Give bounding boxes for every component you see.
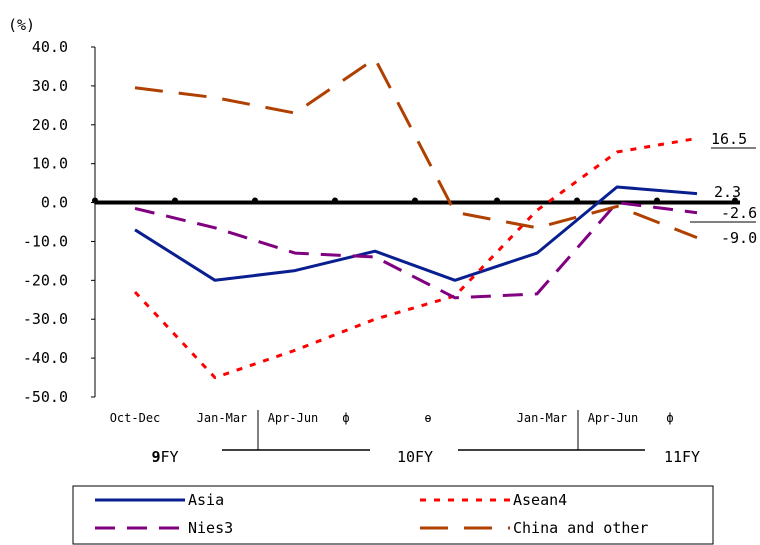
zero-line-marker — [92, 197, 98, 204]
end-value-label: 16.5 — [711, 130, 747, 148]
y-tick-label: -10.0 — [23, 232, 68, 250]
series-line-nies3 — [134, 201, 698, 300]
zero-line-marker — [574, 197, 580, 204]
x-tick-label: Jan-Mar — [517, 411, 568, 425]
fy-label-prefix: 9 — [151, 448, 160, 466]
end-value-label: -9.0 — [721, 229, 757, 247]
fy-label: 9FY — [151, 448, 178, 466]
y-tick-label: -50.0 — [23, 388, 68, 406]
x-tick-label: ф — [342, 411, 349, 425]
fy-label: 10FY — [397, 448, 433, 466]
x-tick-label: ф — [666, 411, 673, 425]
y-tick-label: 10.0 — [32, 155, 68, 173]
legend-label: China and other — [513, 519, 648, 537]
legend-box — [72, 485, 714, 545]
x-tick-label: Jan-Mar — [197, 411, 248, 425]
y-tick-label: -40.0 — [23, 349, 68, 367]
zero-line-marker — [654, 197, 660, 204]
series-line-asean4 — [133, 136, 698, 380]
y-tick-label: 40.0 — [32, 38, 68, 56]
x-tick-label: ө — [424, 411, 431, 425]
y-tick-label: 20.0 — [32, 116, 68, 134]
series-line-china-and-other — [134, 57, 698, 239]
zero-line-marker — [412, 197, 418, 204]
zero-line-marker — [172, 197, 178, 204]
series-lines — [133, 57, 698, 380]
legend-label: Nies3 — [188, 519, 233, 537]
legend: Asia Asean4 Nies3 China and other — [72, 485, 714, 545]
x-tick-label: Apr-Jun — [268, 411, 319, 425]
legend-label: Asia — [188, 491, 224, 509]
fy-label: 11FY — [664, 448, 700, 466]
y-tick-labels: 40.0 30.0 20.0 10.0 0.0 -10.0 -20.0 -30.0 -40.0 -… — [23, 38, 68, 406]
zero-line-marker — [732, 197, 738, 204]
end-value-label: -2.6 — [721, 204, 757, 222]
axes — [91, 46, 740, 398]
y-tick-label: -30.0 — [23, 310, 68, 328]
end-value-label: 2.3 — [714, 183, 741, 201]
fy-label-text: 11FY — [664, 448, 700, 466]
fy-label-text: 10FY — [397, 448, 433, 466]
zero-line-marker — [494, 197, 500, 204]
fiscal-year-labels: 9FY 10FY 11FY — [151, 448, 700, 466]
y-tick-label: 30.0 — [32, 77, 68, 95]
series-line-asia — [134, 185, 698, 282]
y-axis-label: (%) — [8, 16, 35, 34]
x-tick-labels: Oct-Dec Jan-Mar Apr-Jun ф ө Jan-Mar Apr-Jun ф — [110, 410, 674, 450]
x-tick-label: Apr-Jun — [588, 411, 639, 425]
legend-label: Asean4 — [513, 491, 567, 509]
y-tick-label: 0.0 — [41, 194, 68, 212]
y-tick-label: -20.0 — [23, 271, 68, 289]
zero-line-marker — [332, 197, 338, 204]
fy-label-text: FY — [160, 448, 178, 466]
zero-line-marker — [252, 197, 258, 204]
x-tick-label: Oct-Dec — [110, 411, 161, 425]
end-value-labels: 16.5 2.3 -2.6 -9.0 — [690, 130, 757, 247]
